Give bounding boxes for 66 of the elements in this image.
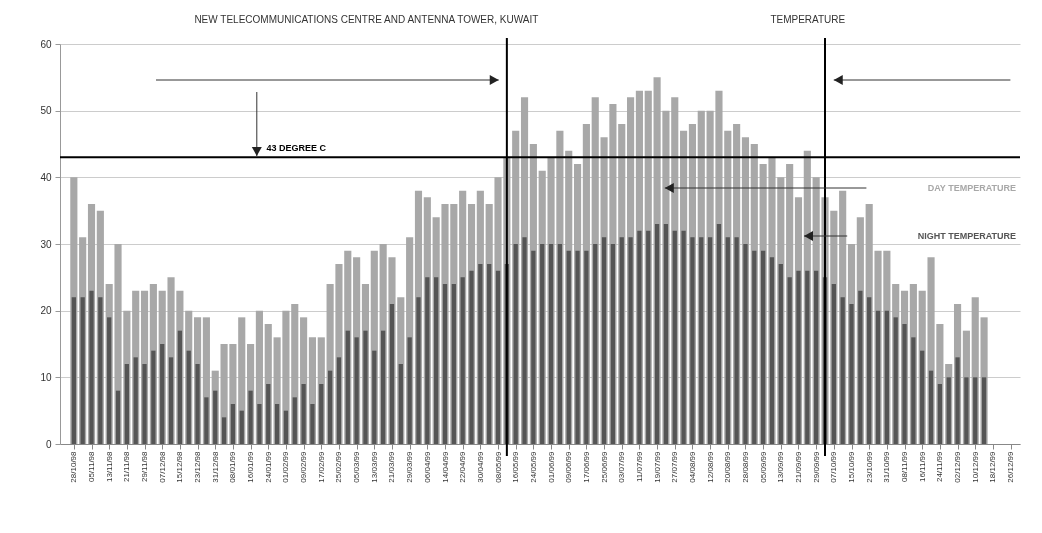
x-tick-label: 13/11/98 [104, 450, 114, 483]
x-tick-label: 06/04/99 [422, 450, 432, 483]
x-tick-label: 15/10/99 [847, 450, 857, 483]
x-tick-label: 03/07/99 [617, 450, 627, 483]
x-tick-label: 04/08/99 [687, 450, 697, 483]
x-tick-label: 13/09/99 [776, 450, 786, 483]
x-tick-label: 20/08/99 [723, 450, 733, 483]
x-tick-label: 07/12/98 [157, 450, 167, 483]
y-tick-label: 60 [40, 38, 52, 50]
x-tick-label: 13/03/99 [369, 450, 379, 483]
x-tick-label: 22/04/99 [458, 450, 468, 483]
x-tick-label: 12/08/99 [705, 450, 715, 483]
x-tick-label: 21/11/98 [122, 450, 132, 483]
y-tick-label: 40 [40, 171, 52, 183]
x-tick-label: 17/06/99 [581, 450, 591, 483]
y-tick-label: 50 [40, 105, 52, 117]
x-tick-label: 23/10/99 [864, 450, 874, 483]
x-tick-label: 27/07/99 [670, 450, 680, 483]
x-tick-label: 26/12/99 [1006, 450, 1016, 483]
ref-line-label: 43 DEGREE C [266, 143, 327, 154]
x-tick-label: 08/05/99 [493, 450, 503, 483]
x-tick-label: 24/05/99 [528, 450, 538, 483]
y-tick-label: 30 [40, 238, 52, 250]
x-tick-label: 09/06/99 [564, 450, 574, 483]
x-tick-label: 14/04/99 [440, 450, 450, 483]
x-tick-label: 15/12/98 [175, 450, 185, 483]
y-tick-label: 0 [45, 438, 52, 450]
x-tick-label: 05/03/99 [352, 450, 362, 483]
x-tick-label: 08/01/99 [228, 450, 238, 483]
y-tick-label: 10 [40, 371, 52, 383]
x-tick-label: 29/03/99 [405, 450, 415, 483]
x-tick-label: 17/02/99 [316, 450, 326, 483]
x-tick-label: 16/01/99 [246, 450, 256, 483]
x-tick-label: 30/04/99 [475, 450, 485, 483]
x-tick-label: 24/01/99 [263, 450, 273, 483]
x-tick-label: 05/09/99 [758, 450, 768, 483]
text: NIGHT TEMPERATURE [917, 231, 1016, 241]
x-tick-label: 01/06/99 [546, 450, 556, 483]
x-tick-label: 31/10/99 [882, 450, 892, 483]
text: TEMPERATURE [770, 14, 846, 25]
x-tick-label: 28/10/98 [69, 450, 79, 483]
chart-title: NEW TELECOMMUNICATIONS CENTRE AND ANTENNA TOWER, KUWAIT [194, 14, 539, 25]
x-tick-label: 29/09/99 [811, 450, 821, 483]
x-tick-label: 07/10/99 [829, 450, 839, 483]
x-tick-label: 25/06/99 [599, 450, 609, 483]
x-tick-label: 29/11/98 [140, 450, 150, 483]
x-tick-label: 16/05/99 [511, 450, 521, 483]
x-tick-label: 02/12/99 [953, 450, 963, 483]
x-tick-label: 25/02/99 [334, 450, 344, 483]
x-tick-label: 31/12/98 [210, 450, 220, 483]
x-tick-label: 10/12/99 [970, 450, 980, 483]
x-tick-label: 11/07/99 [634, 450, 644, 483]
x-tick-label: 19/07/99 [652, 450, 662, 483]
x-tick-label: 05/11/98 [87, 450, 97, 483]
x-tick-label: 28/08/99 [740, 450, 750, 483]
x-tick-label: 21/09/99 [793, 450, 803, 483]
y-tick-label: 20 [40, 305, 52, 317]
text: DAY TEMPERATURE [927, 183, 1016, 193]
x-tick-label: 21/03/99 [387, 450, 397, 483]
x-tick-label: 24/11/99 [935, 450, 945, 483]
x-tick-label: 23/12/98 [193, 450, 203, 483]
x-tick-label: 08/11/99 [900, 450, 910, 483]
x-tick-label: 01/02/99 [281, 450, 291, 483]
x-tick-label: 16/11/99 [917, 450, 927, 483]
x-tick-label: 09/02/99 [299, 450, 309, 483]
x-tick-label: 18/12/99 [988, 450, 998, 483]
